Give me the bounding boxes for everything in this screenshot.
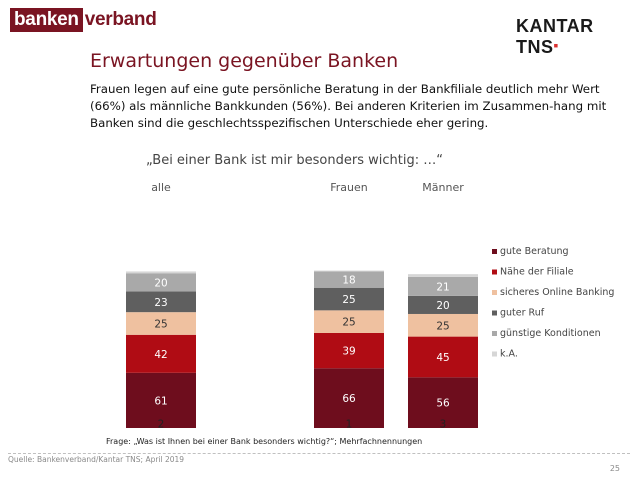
question-note: Frage: „Was ist Ihnen bei einer Bank bes… bbox=[106, 437, 423, 446]
data-label: 25 bbox=[342, 317, 355, 329]
data-label: 25 bbox=[154, 318, 167, 330]
data-label: 2 bbox=[158, 419, 165, 431]
legend-label: günstige Konditionen bbox=[500, 328, 601, 339]
logo-right-mark: ▪ bbox=[553, 37, 559, 53]
data-label: 39 bbox=[342, 346, 355, 358]
page-title: Erwartungen gegenüber Banken bbox=[90, 50, 399, 72]
bar-segment bbox=[408, 336, 478, 378]
legend-label: guter Ruf bbox=[500, 308, 545, 319]
legend-swatch bbox=[492, 290, 497, 295]
data-label: 42 bbox=[154, 349, 167, 361]
bar-segment bbox=[314, 271, 384, 288]
data-label: 25 bbox=[436, 320, 449, 332]
chart-quote: „Bei einer Bank ist mir besonders wichti… bbox=[146, 153, 443, 168]
bar-segment bbox=[126, 291, 196, 313]
bar-segment bbox=[126, 273, 196, 292]
bar-segment bbox=[408, 313, 478, 337]
data-label: 25 bbox=[342, 294, 355, 306]
legend-swatch bbox=[492, 351, 497, 357]
legend-swatch bbox=[492, 249, 497, 254]
bar-segment bbox=[314, 368, 384, 428]
intro-text: Frauen legen auf eine gute persönliche B… bbox=[90, 82, 607, 130]
logo-right-text: KANTAR TNS bbox=[516, 16, 594, 57]
legend-label: sicheres Online Banking bbox=[500, 287, 614, 298]
logo-left-box: banken bbox=[10, 8, 83, 32]
category-label: Männer bbox=[422, 181, 464, 194]
data-label: 1 bbox=[346, 419, 353, 431]
legend-label: Nähe der Filiale bbox=[500, 267, 574, 278]
data-label: 20 bbox=[436, 300, 449, 312]
logo-left-tail: verband bbox=[84, 9, 157, 30]
data-label: 23 bbox=[154, 297, 167, 309]
data-label: 61 bbox=[154, 395, 167, 407]
bar-segment bbox=[314, 332, 384, 369]
legend-swatch bbox=[492, 331, 497, 336]
data-label: 3 bbox=[440, 419, 447, 431]
bar-segment bbox=[126, 271, 196, 274]
footer-divider bbox=[8, 453, 630, 454]
bar-segment bbox=[408, 274, 478, 277]
legend-label: k.A. bbox=[500, 349, 518, 360]
legend-label: gute Beratung bbox=[500, 246, 569, 257]
bar-segment bbox=[126, 334, 196, 373]
legend-swatch bbox=[492, 269, 497, 275]
data-label: 21 bbox=[436, 281, 449, 293]
kantar-tns-logo: KANTAR TNS▪ bbox=[516, 16, 638, 58]
bar-segment bbox=[314, 270, 384, 272]
bar-segment bbox=[408, 276, 478, 296]
data-label: 18 bbox=[342, 275, 355, 287]
category-label: Frauen bbox=[330, 181, 368, 194]
bar-segment bbox=[408, 377, 478, 428]
bar-segment bbox=[126, 312, 196, 335]
bar-segment bbox=[126, 372, 196, 428]
page-number: 25 bbox=[609, 464, 620, 473]
data-label: 56 bbox=[436, 398, 450, 410]
bar-segment bbox=[314, 310, 384, 333]
bankenverband-logo: banken verband bbox=[10, 8, 157, 32]
bar-segment bbox=[314, 287, 384, 311]
source-note: Quelle: Bankenverband/Kantar TNS; April … bbox=[8, 455, 185, 464]
category-label: alle bbox=[151, 181, 171, 194]
legend-swatch bbox=[492, 310, 497, 316]
data-label: 20 bbox=[154, 277, 167, 289]
data-label: 45 bbox=[436, 352, 449, 364]
bar-segment bbox=[408, 295, 478, 314]
data-label: 66 bbox=[342, 393, 356, 405]
